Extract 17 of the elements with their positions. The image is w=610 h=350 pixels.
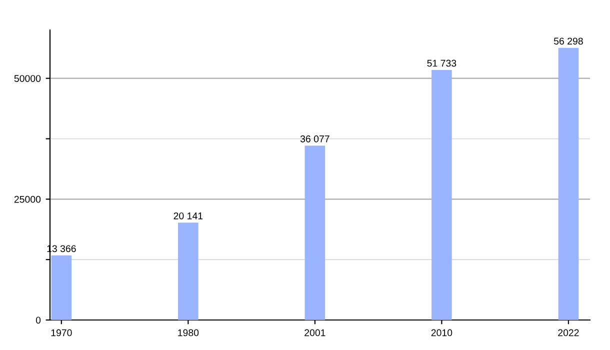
- bar: [304, 146, 326, 320]
- bar: [432, 70, 452, 320]
- x-tick-label: 2022: [558, 329, 579, 336]
- x-tick-label: 2001: [304, 329, 326, 336]
- data-label: 20 141: [174, 212, 203, 220]
- data-label: 56 298: [554, 38, 583, 45]
- y-tick-label: 50000: [14, 75, 41, 82]
- y-tick-label: 0: [36, 316, 41, 324]
- bar: [51, 255, 72, 320]
- data-label: 51 733: [427, 60, 456, 67]
- y-tick-label: 25000: [14, 196, 41, 203]
- x-tick-label: 1980: [178, 329, 199, 336]
- x-tick-label: 2010: [431, 329, 452, 336]
- bar: [558, 48, 579, 320]
- bar: [178, 222, 198, 320]
- x-tick-label: 1970: [51, 329, 72, 336]
- data-label: 36 077: [300, 135, 330, 142]
